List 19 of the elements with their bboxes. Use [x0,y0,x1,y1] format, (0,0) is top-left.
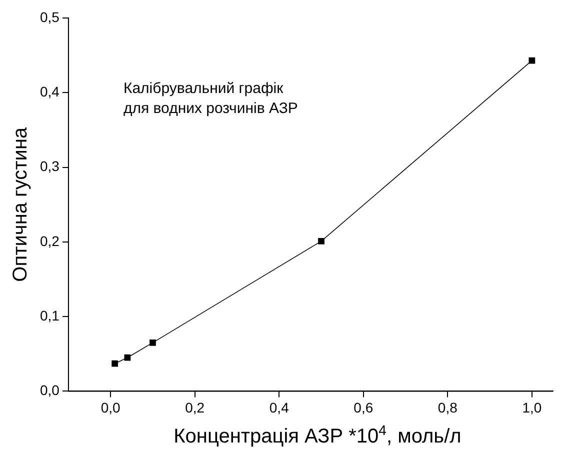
point [318,238,324,244]
x-tick-label: 1,0 [522,399,542,416]
y-tick-label: 0,5 [40,8,60,25]
annotation: Калібрувальний графік для водних розчинів АЗР [123,80,298,117]
y-tick-label: 0,2 [40,232,60,249]
x-tick-label: 0,2 [185,399,205,416]
y-tick-label: 0,4 [40,84,60,100]
point [150,340,156,346]
x-tick-label: 0,8 [438,399,458,416]
x-tick-label: 0,0 [100,399,121,416]
point [124,354,131,361]
y-tick-label: 0,0 [40,382,60,398]
point [112,360,118,367]
y-axis-title: Оптична густина [10,126,32,282]
x-tick-label: 0,4 [269,399,290,416]
y-tick-label: 0,3 [40,158,60,174]
x-tick-label: 0,6 [354,399,374,416]
x-axis-title: Концентрація АЗР *10$^{4}$, моль/л [172,422,462,449]
y-tick-label: 0,1 [40,307,60,324]
